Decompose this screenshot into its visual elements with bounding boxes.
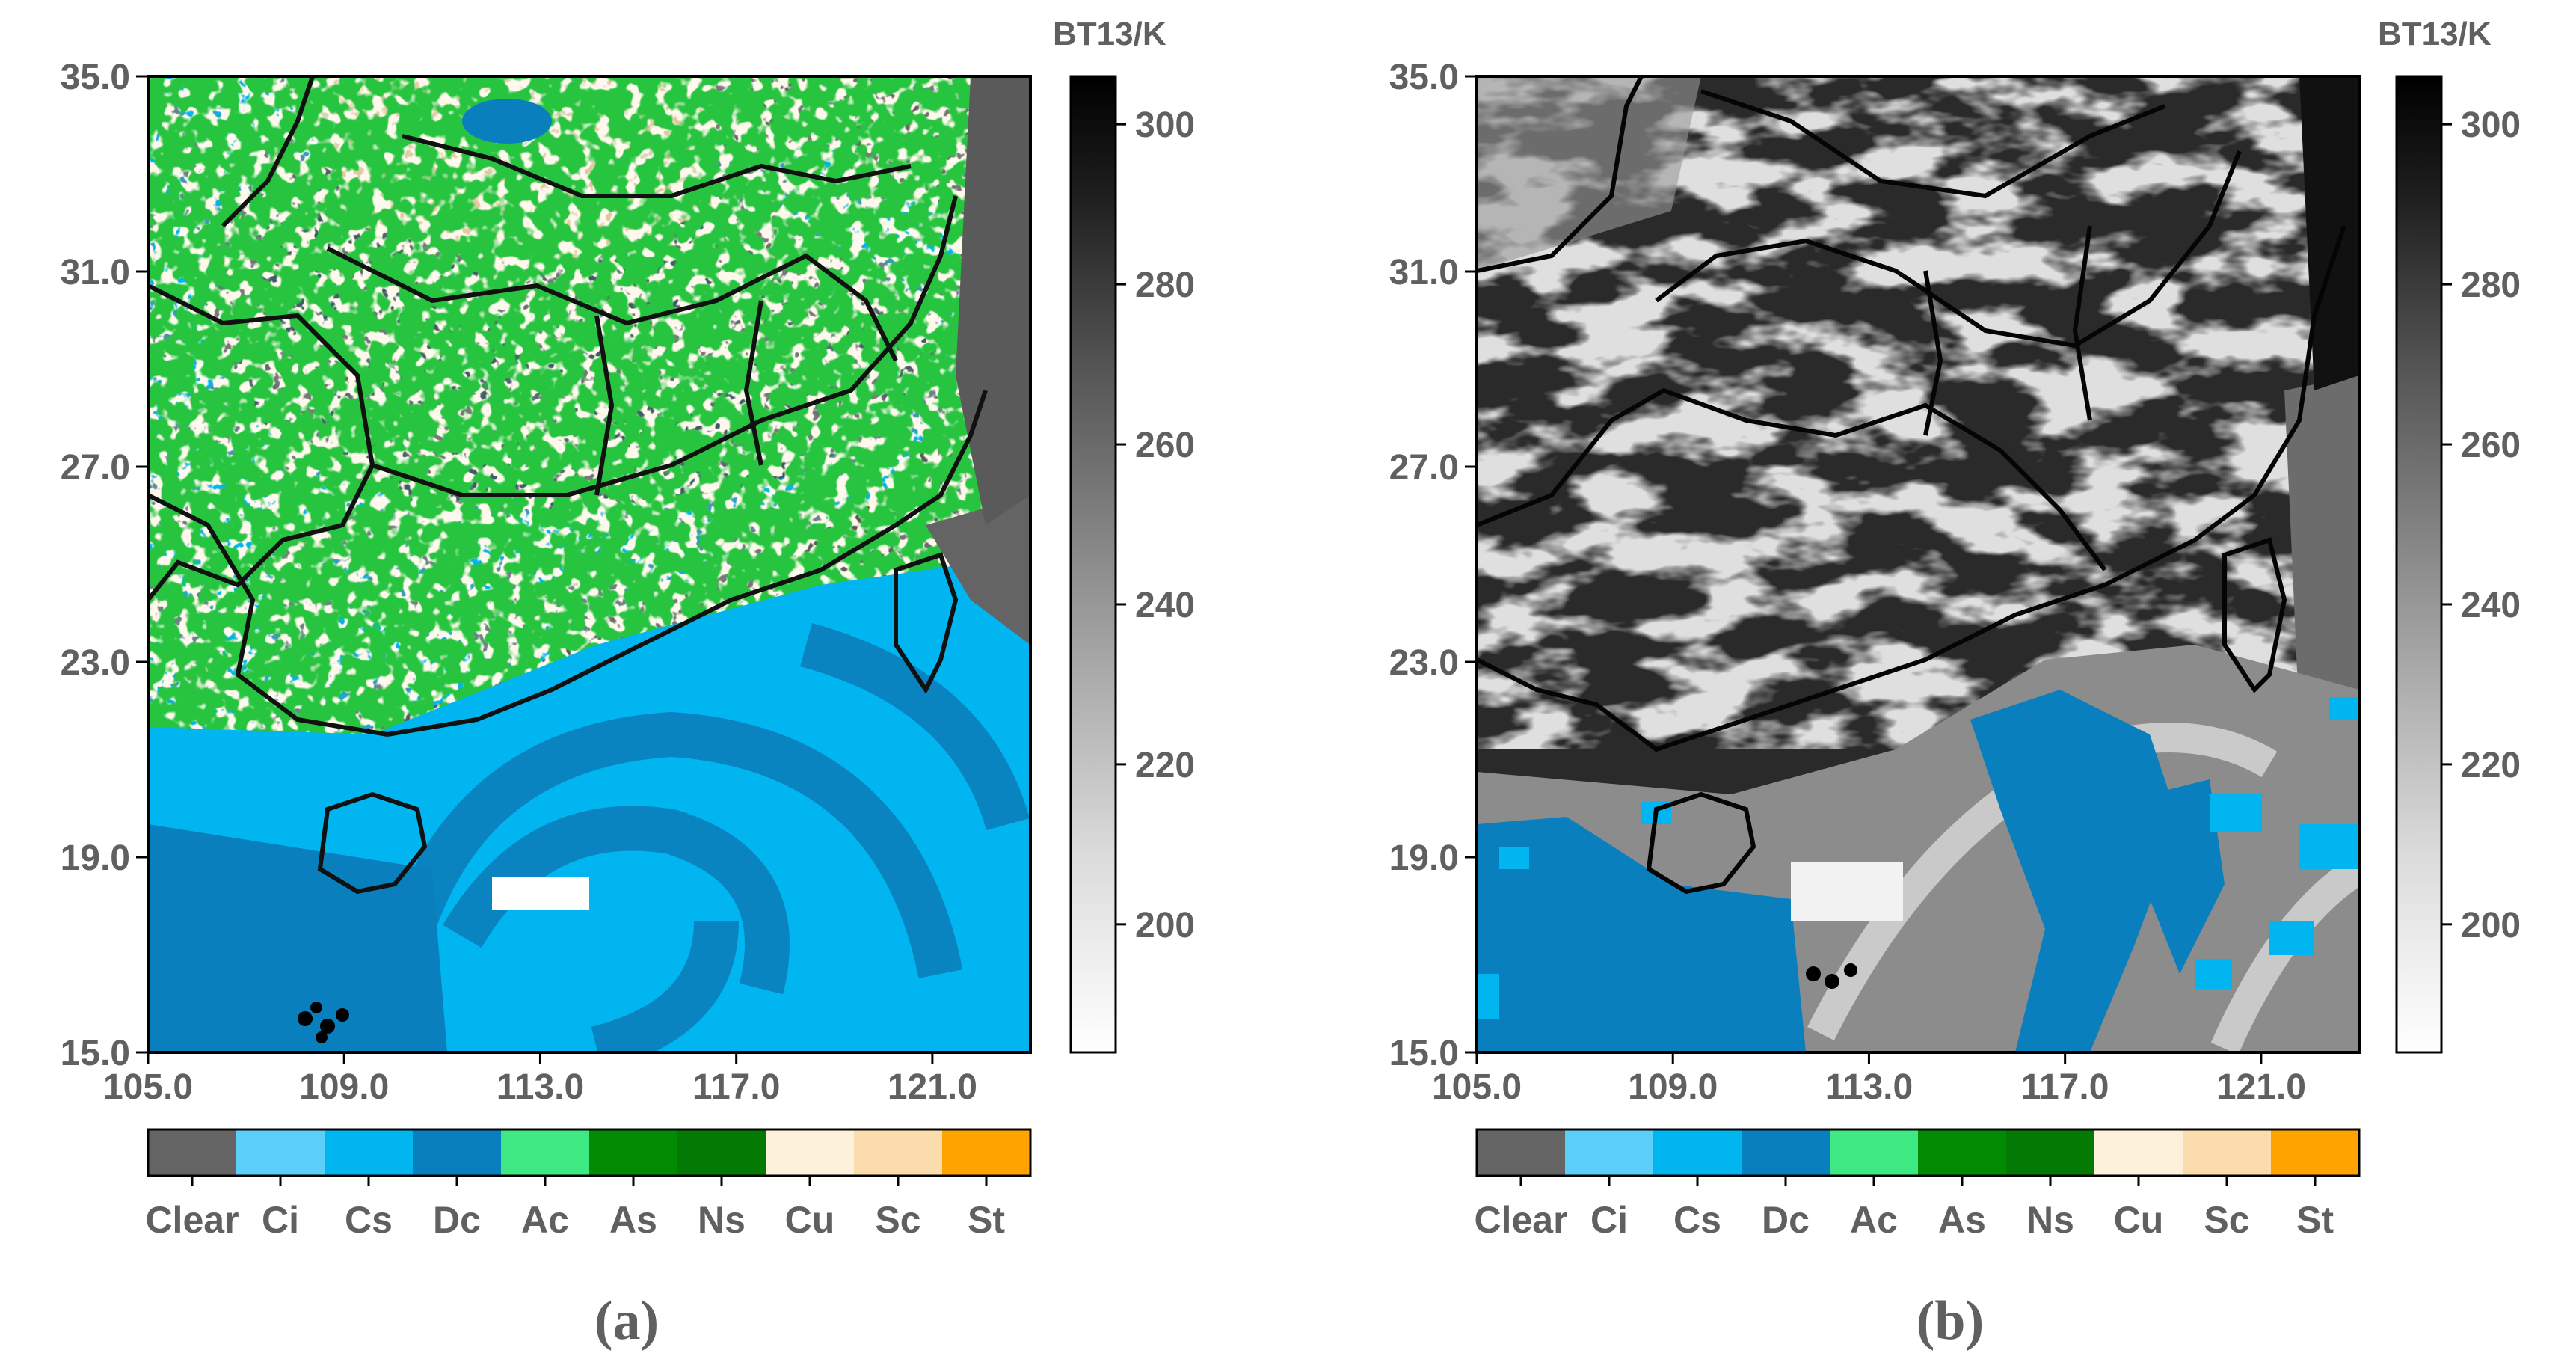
panel-a-label: (a)	[594, 1290, 659, 1352]
legend-swatch-dc	[413, 1129, 502, 1176]
legend-label-cs: Cs	[345, 1199, 393, 1241]
legend-label-cu: Cu	[2114, 1199, 2164, 1241]
legend-swatch-as	[589, 1129, 678, 1176]
colorbar-tick-label: 220	[2461, 746, 2521, 785]
colorbar-a-title: BT13/K	[1053, 16, 1166, 52]
colorbar-tick-label: 300	[2461, 105, 2521, 145]
x-tick-label: 117.0	[692, 1067, 780, 1107]
legend-label-clear: Clear	[145, 1199, 239, 1241]
colorbar-a-ticks: 200 220 240 260 280 300	[1116, 105, 1195, 945]
legend-label-ns: Ns	[698, 1199, 746, 1241]
legend-swatch-ac	[501, 1129, 590, 1176]
y-tick-label: 27.0	[1389, 448, 1459, 488]
y-tick-label: 19.0	[61, 838, 130, 878]
legend-swatch-clear	[148, 1129, 237, 1176]
y-tick-label: 15.0	[1389, 1034, 1459, 1073]
legend-swatch-ns	[2006, 1129, 2095, 1176]
legend-a: Clear Ci Cs Dc Ac As Ns Cu Sc St	[145, 1128, 1032, 1241]
map-b	[1475, 75, 2361, 1054]
legend-label-cs: Cs	[1673, 1199, 1721, 1241]
colorbar-tick-label: 200	[1135, 906, 1195, 945]
colorbar-tick-label: 200	[2461, 906, 2521, 945]
legend-border	[1475, 1128, 2361, 1177]
legend-swatch-as	[1918, 1129, 2007, 1176]
panel-b: 105.0 109.0 113.0 117.0 121.0 15.0 19.0 23.0 27.…	[1389, 16, 2521, 1352]
colorbar-tick-label: 260	[1135, 426, 1195, 465]
legend-swatch-ci	[236, 1129, 325, 1176]
axes-a: 105.0 109.0 113.0 117.0 121.0 15.0 19.0 23.0 27.…	[61, 58, 977, 1107]
legend-swatch-st	[942, 1129, 1031, 1176]
legend-swatch-clear	[1477, 1129, 1566, 1176]
colorbar-b: BT13/K 200 220 240 260 280 300	[2378, 16, 2521, 1054]
legend-swatch-sc	[2183, 1129, 2272, 1176]
axes-b: 105.0 109.0 113.0 117.0 121.0 15.0 19.0 23.0 27.…	[1389, 58, 2306, 1107]
legend-label-ns: Ns	[2026, 1199, 2074, 1241]
y-tick-label: 31.0	[1389, 253, 1459, 292]
legend-swatch-ac	[1830, 1129, 1919, 1176]
legend-b: Clear Ci Cs Dc Ac As Ns Cu Sc St	[1474, 1128, 2361, 1241]
colorbar-b-ticks: 200 220 240 260 280 300	[2441, 105, 2521, 945]
x-tick-label: 109.0	[299, 1067, 389, 1107]
legend-swatch-dc	[1742, 1129, 1830, 1176]
x-tick-label: 109.0	[1628, 1067, 1718, 1107]
colorbar-tick-label: 220	[1135, 746, 1195, 785]
x-tick-label: 105.0	[1432, 1067, 1522, 1107]
legend-swatch-sc	[854, 1129, 943, 1176]
panel-a: 105.0 109.0 113.0 117.0 121.0 15.0 19.0 23.0 27.…	[61, 16, 1196, 1352]
y-tick-label: 27.0	[61, 448, 130, 488]
legend-swatch-st	[2271, 1129, 2360, 1176]
legend-label-as: As	[609, 1199, 657, 1241]
legend-swatch-cu	[2094, 1129, 2183, 1176]
y-tick-label: 35.0	[1389, 58, 1459, 97]
x-tick-label: 117.0	[2021, 1067, 2109, 1107]
colorbar-b-title: BT13/K	[2378, 16, 2492, 52]
y-tick-label: 35.0	[61, 58, 130, 97]
legend-label-st: St	[2296, 1199, 2334, 1241]
legend-label-as: As	[1938, 1199, 1986, 1241]
colorbar-tick-label: 260	[2461, 426, 2521, 465]
y-tick-label: 23.0	[61, 643, 130, 683]
map-a	[147, 75, 1032, 1054]
x-tick-label: 113.0	[1825, 1067, 1913, 1107]
legend-label-clear: Clear	[1474, 1199, 1567, 1241]
x-tick-label: 121.0	[888, 1067, 977, 1107]
legend-label-ci: Ci	[1590, 1199, 1628, 1241]
legend-border	[147, 1128, 1032, 1177]
legend-label-cu: Cu	[785, 1199, 835, 1241]
colorbar-tick-label: 280	[2461, 266, 2521, 305]
legend-swatch-ci	[1565, 1129, 1654, 1176]
legend-label-sc: Sc	[2204, 1199, 2249, 1241]
y-tick-label: 15.0	[61, 1034, 130, 1073]
colorbar-tick-label: 240	[1135, 586, 1195, 625]
colorbar-a: BT13/K 200 220 240 260 280 300	[1053, 16, 1195, 1054]
x-tick-label: 113.0	[497, 1067, 584, 1107]
panel-b-label: (b)	[1916, 1290, 1984, 1352]
colorbar-tick-label: 300	[1135, 105, 1195, 145]
legend-swatch-cs	[1653, 1129, 1742, 1176]
y-tick-label: 19.0	[1389, 838, 1459, 878]
legend-label-ci: Ci	[262, 1199, 299, 1241]
legend-label-sc: Sc	[875, 1199, 920, 1241]
legend-swatch-cu	[766, 1129, 855, 1176]
y-tick-label: 23.0	[1389, 643, 1459, 683]
legend-label-dc: Dc	[433, 1199, 481, 1241]
colorbar-tick-label: 280	[1135, 266, 1195, 305]
y-tick-label: 31.0	[61, 253, 130, 292]
legend-label-ac: Ac	[1850, 1199, 1898, 1241]
legend-label-dc: Dc	[1762, 1199, 1810, 1241]
legend-swatch-ns	[677, 1129, 766, 1176]
legend-swatch-cs	[325, 1129, 414, 1176]
legend-label-ac: Ac	[521, 1199, 569, 1241]
colorbar-tick-label: 240	[2461, 586, 2521, 625]
x-tick-label: 121.0	[2216, 1067, 2306, 1107]
x-tick-label: 105.0	[103, 1067, 193, 1107]
legend-label-st: St	[968, 1199, 1005, 1241]
